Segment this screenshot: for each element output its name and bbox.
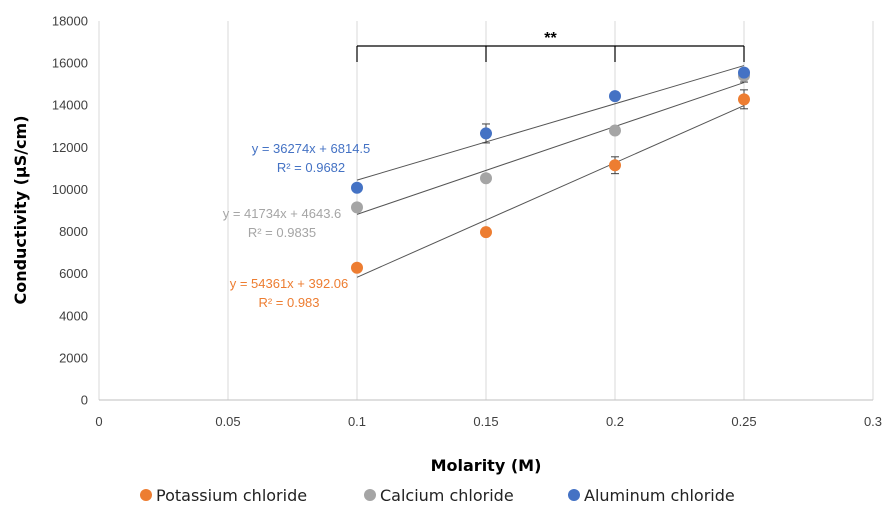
data-point bbox=[609, 159, 621, 172]
x-tick-label: 0 bbox=[95, 414, 102, 429]
trendlines bbox=[356, 65, 745, 278]
data-point bbox=[351, 201, 363, 214]
x-tick-label: 0.1 bbox=[348, 414, 366, 429]
data-point bbox=[351, 261, 363, 274]
y-axis-title: Conductivity (µS/cm) bbox=[11, 115, 30, 304]
data-point bbox=[480, 127, 492, 140]
x-tick-label: 0.05 bbox=[215, 414, 240, 429]
data-point bbox=[480, 172, 492, 185]
trendline-r-squared: R² = 0.9835 bbox=[248, 225, 316, 240]
significance-label: ** bbox=[544, 30, 557, 47]
legend-label: Potassium chloride bbox=[156, 486, 307, 505]
y-tick-label: 12000 bbox=[52, 140, 88, 155]
y-tick-label: 6000 bbox=[59, 266, 88, 281]
trendline-r-squared: R² = 0.983 bbox=[258, 295, 319, 310]
legend-marker bbox=[140, 489, 152, 501]
data-point bbox=[609, 90, 621, 103]
y-tick-label: 10000 bbox=[52, 182, 88, 197]
data-point bbox=[480, 226, 492, 239]
y-tick-label: 18000 bbox=[52, 14, 88, 29]
trendline bbox=[356, 65, 745, 181]
x-tick-label: 0.15 bbox=[473, 414, 498, 429]
data-points bbox=[351, 66, 750, 274]
x-tick-label: 0.3 bbox=[864, 414, 882, 429]
y-tick-label: 4000 bbox=[59, 308, 88, 323]
x-tick-label: 0.25 bbox=[731, 414, 756, 429]
grid bbox=[227, 21, 874, 400]
y-tick-label: 16000 bbox=[52, 56, 88, 71]
y-tick-label: 14000 bbox=[52, 98, 88, 113]
axes: 0 0.05 0.1 0.15 0.2 0.25 0.3 0 2000 4000 6000 8000 1… bbox=[52, 14, 882, 430]
legend-label: Aluminum chloride bbox=[584, 486, 735, 505]
data-point bbox=[609, 124, 621, 137]
trendline bbox=[356, 105, 745, 278]
trendline-r-squared: R² = 0.9682 bbox=[277, 160, 345, 175]
data-point bbox=[738, 93, 750, 106]
significance-bracket: ** bbox=[356, 30, 745, 62]
legend-marker bbox=[568, 489, 580, 501]
trendline-equation: y = 41734x + 4643.6 bbox=[223, 206, 342, 221]
y-tick-label: 2000 bbox=[59, 350, 88, 365]
trendline bbox=[356, 82, 745, 215]
data-point bbox=[351, 181, 363, 194]
x-axis-title: Molarity (M) bbox=[431, 456, 542, 475]
legend: Potassium chloride Calcium chloride Alumin… bbox=[140, 486, 735, 505]
legend-marker bbox=[364, 489, 376, 501]
legend-label: Calcium chloride bbox=[380, 486, 514, 505]
y-tick-label: 8000 bbox=[59, 224, 88, 239]
equation-labels: y = 54361x + 392.06 R² = 0.983 y = 41734x … bbox=[223, 141, 371, 310]
trendline-equation: y = 54361x + 392.06 bbox=[230, 276, 349, 291]
data-point bbox=[738, 66, 750, 79]
x-tick-label: 0.2 bbox=[606, 414, 624, 429]
y-tick-label: 0 bbox=[81, 393, 88, 408]
trendline-equation: y = 36274x + 6814.5 bbox=[252, 141, 371, 156]
